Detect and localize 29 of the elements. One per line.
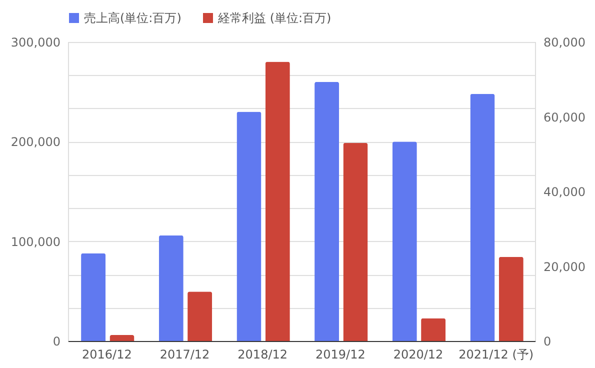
y-tick-label: 200,000 — [10, 135, 60, 150]
bar — [110, 335, 134, 341]
y2-tick-label: 20,000 — [544, 260, 586, 274]
y2-tick-label: 80,000 — [544, 36, 586, 50]
bar — [343, 142, 368, 341]
x-tick-label: 2021/12 (予) — [458, 348, 534, 362]
bar — [265, 62, 290, 341]
legend-label: 売上高(単位:百万) — [84, 11, 182, 25]
bar — [314, 82, 340, 341]
bar — [498, 256, 524, 341]
x-tick-label: 2020/12 — [393, 348, 444, 362]
x-tick-label: 2019/12 — [315, 348, 366, 362]
x-tick-label: 2018/12 — [238, 348, 288, 362]
bar — [188, 292, 212, 341]
y-tick-label: 100,000 — [10, 234, 60, 249]
bar — [470, 94, 495, 341]
y2-tick-label: 60,000 — [544, 110, 586, 124]
bar — [421, 318, 446, 341]
bar — [158, 235, 184, 341]
y-tick-label: 0 — [52, 334, 60, 348]
x-tick-label: 2017/12 — [160, 348, 210, 362]
bar — [81, 253, 106, 341]
y2-tick-label: 40,000 — [544, 185, 586, 199]
bar — [236, 112, 262, 341]
y2-tick-label: 0 — [544, 334, 552, 348]
legend-label: 経常利益 (単位:百万) — [217, 11, 332, 25]
y-tick-label: 300,000 — [10, 36, 60, 50]
bar — [392, 142, 417, 341]
x-tick-label: 2016/12 — [82, 348, 132, 362]
